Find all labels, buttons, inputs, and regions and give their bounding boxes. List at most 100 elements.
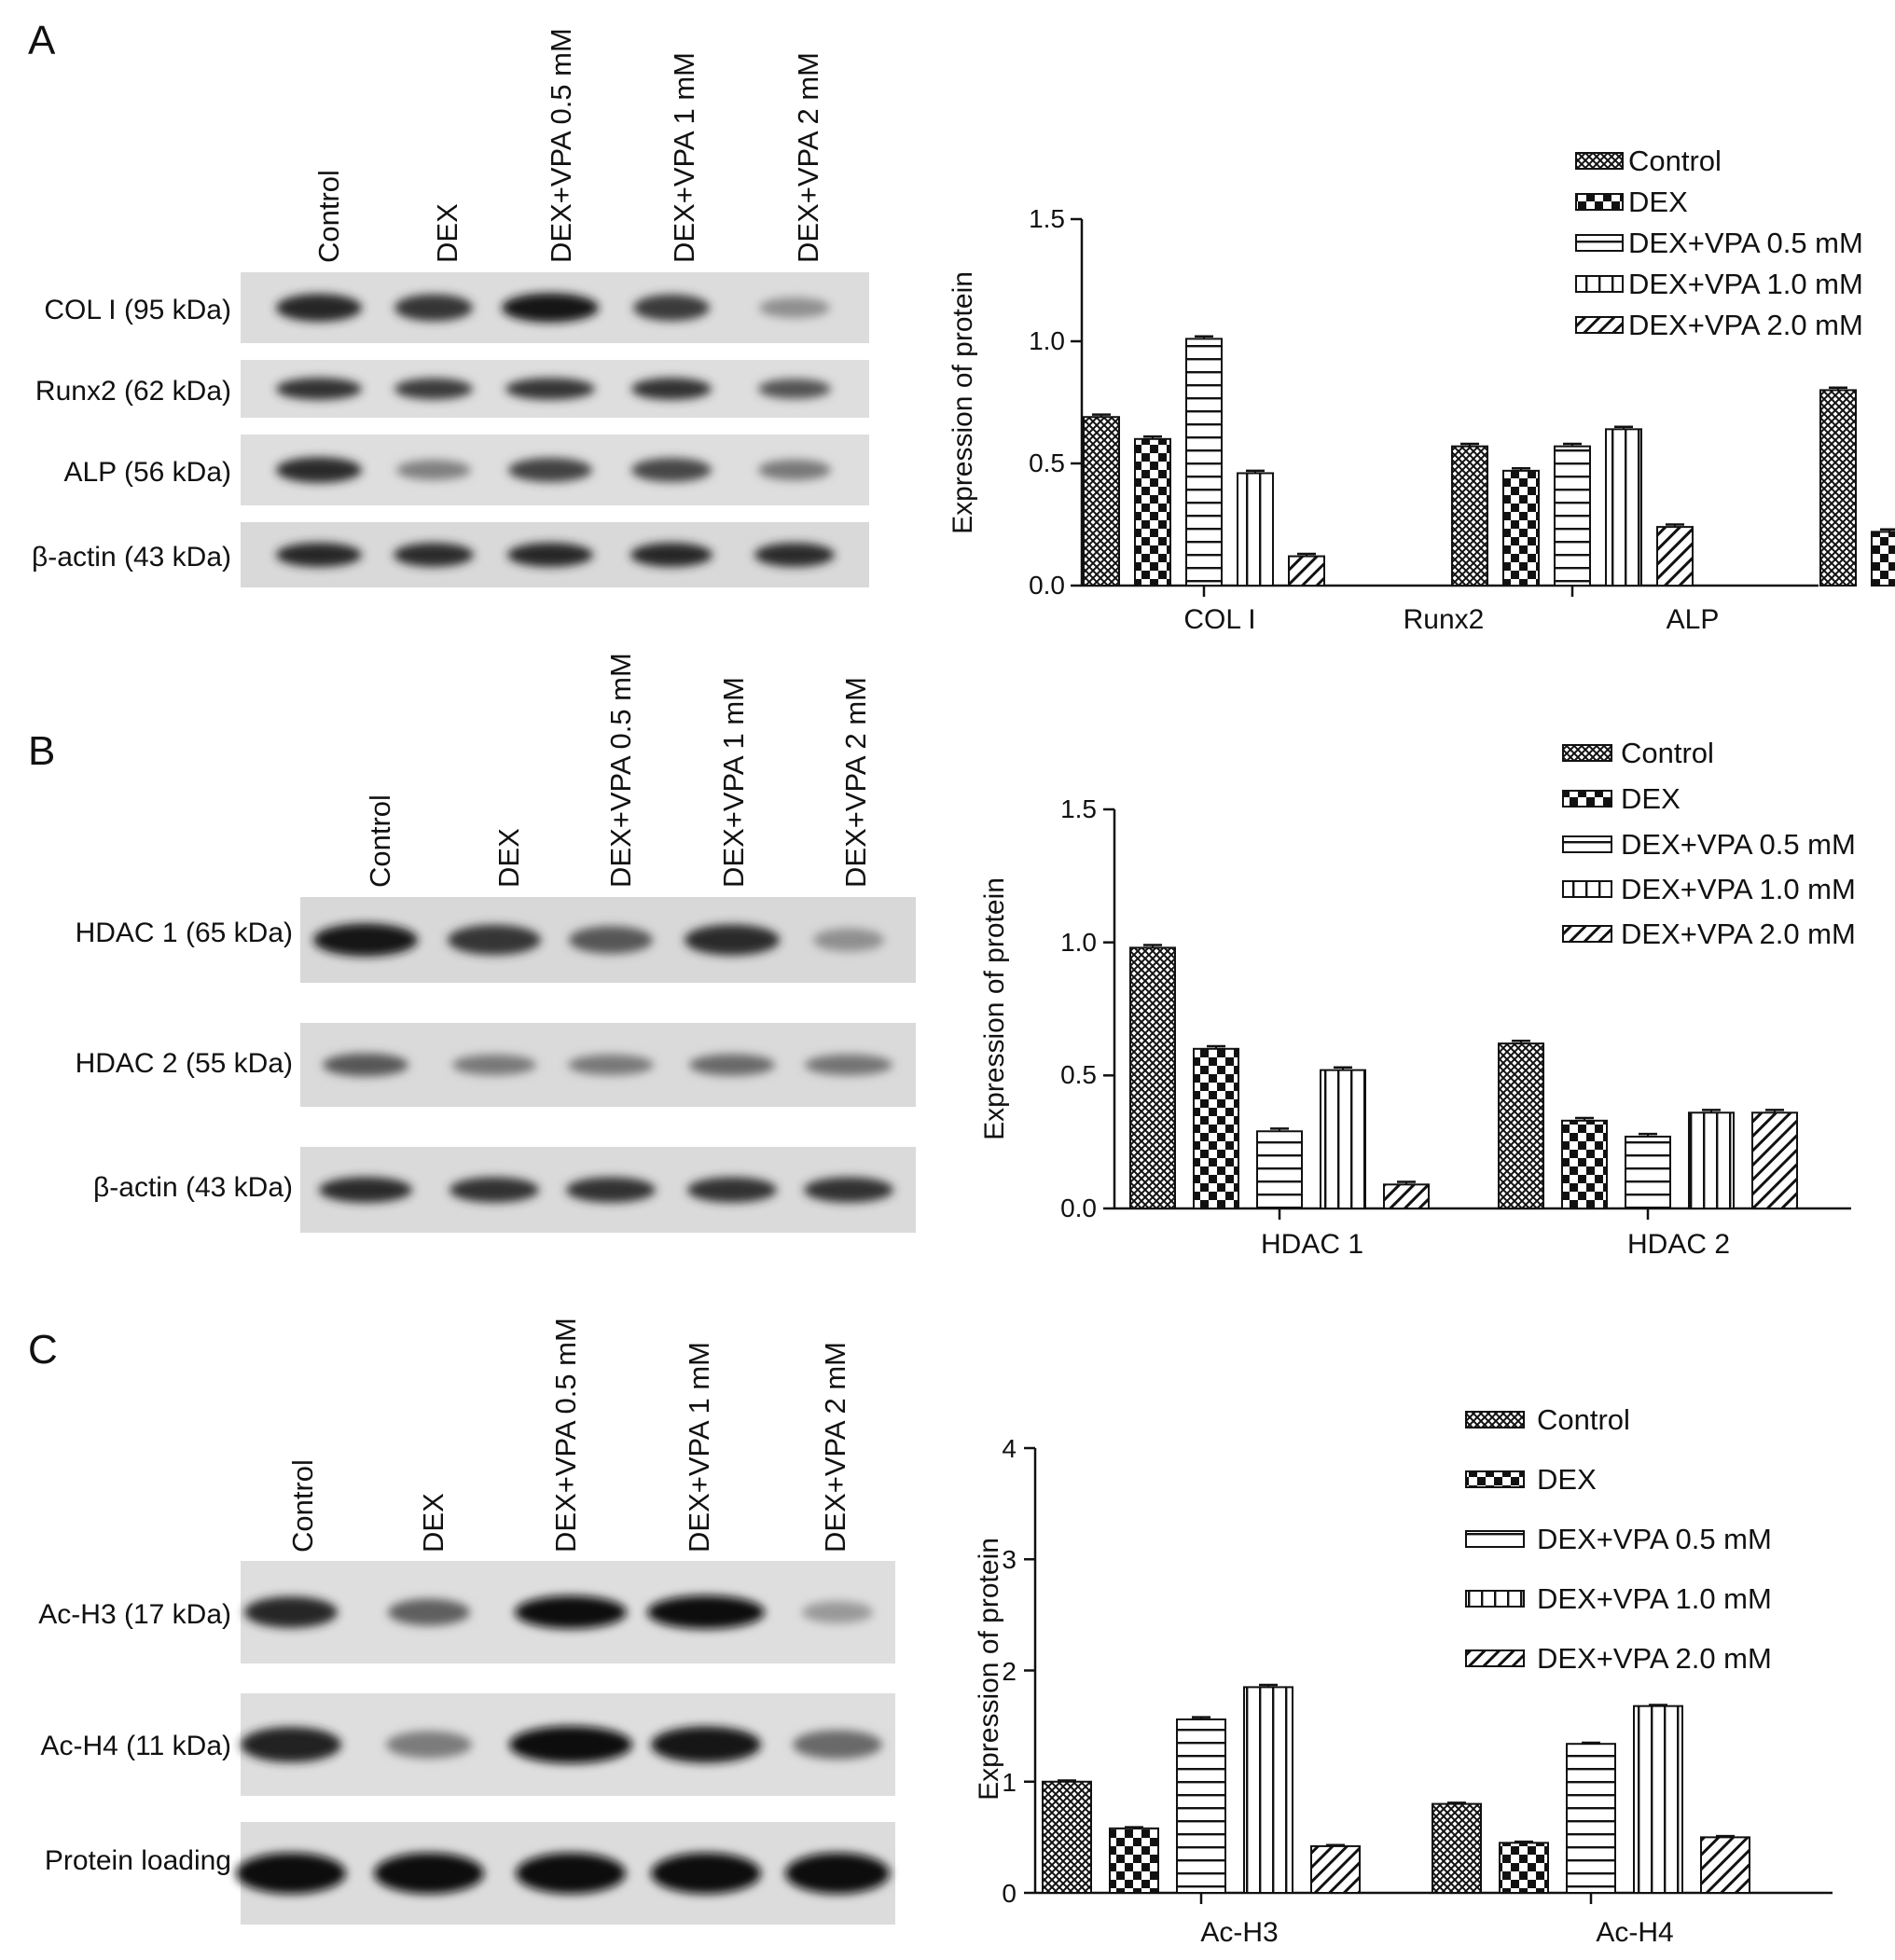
lane-label: DEX+VPA 1 mM (683, 1342, 715, 1553)
blot-band (685, 924, 780, 956)
blot-band (805, 1054, 892, 1076)
legend-swatch (1465, 1649, 1525, 1667)
bar-chart: Expression of protein 0.0 0.5 1.0 1.5 HD… (979, 737, 1856, 1260)
panel-c: C Control DEX DEX+VPA 0.5 mM DEX+VPA 1 m… (28, 1318, 1833, 1948)
legend-swatch (1562, 790, 1612, 807)
blot-row-label: Runx2 (62 kDa) (35, 376, 231, 407)
lane-label: Control (312, 170, 345, 263)
x-category-label: ALP (1667, 604, 1720, 635)
legend-swatch (1465, 1530, 1525, 1548)
bar (1129, 946, 1176, 1210)
lane-label: DEX+VPA 2 mM (839, 677, 872, 888)
legend-label: DEX+VPA 1.0 mM (1628, 268, 1863, 300)
y-tick-label: 3 (1002, 1545, 1017, 1574)
blot-band (793, 1730, 882, 1760)
blot-band (244, 1596, 338, 1628)
blot-row-label: Ac-H3 (17 kDa) (38, 1599, 231, 1630)
legend-label: DEX+VPA 0.5 mM (1628, 227, 1863, 259)
legend-swatch (1465, 1411, 1525, 1429)
bar (1193, 1047, 1239, 1210)
legend-swatch (1575, 316, 1624, 334)
lane-label: DEX (417, 1493, 450, 1553)
lane-label: DEX+VPA 2 mM (792, 52, 824, 263)
blot-band (236, 1853, 346, 1894)
legend-swatch (1575, 275, 1624, 293)
bar (1502, 469, 1540, 587)
bar (1751, 1111, 1798, 1210)
blot-bands (319, 1177, 893, 1203)
blot-band (689, 1054, 775, 1076)
lane-label: Control (286, 1459, 319, 1553)
blot-band (241, 1727, 341, 1762)
y-tick-label: 1.0 (1029, 326, 1065, 355)
blot-band (505, 378, 595, 400)
legend-label: DEX+VPA 0.5 mM (1621, 828, 1856, 861)
blot-band (276, 542, 362, 568)
bar (1819, 389, 1857, 587)
legend-swatch (1465, 1470, 1525, 1488)
blot-row-label: β-actin (43 kDa) (32, 542, 231, 573)
bar (1499, 1842, 1549, 1895)
blot-band (502, 293, 599, 323)
blot-band (813, 928, 884, 952)
blot-band (394, 378, 473, 400)
blot-band (388, 1598, 470, 1626)
legend-label: DEX (1628, 186, 1688, 218)
y-tick-label: 1.0 (1060, 928, 1097, 957)
bar (1633, 1705, 1683, 1895)
blot-bands (323, 1053, 892, 1077)
blot-bands (313, 923, 884, 957)
bar (1605, 428, 1642, 587)
blot-band (569, 926, 653, 954)
lane-label: DEX+VPA 1 mM (717, 677, 750, 888)
y-tick-label: 2 (1002, 1657, 1017, 1686)
blot-band (566, 1177, 656, 1203)
bar (1237, 472, 1274, 587)
legend-label: DEX+VPA 2.0 mM (1621, 918, 1856, 950)
blot-band (802, 1601, 873, 1623)
y-tick-label: 0.0 (1060, 1194, 1097, 1222)
western-blot: Control DEX DEX+VPA 0.5 mM DEX+VPA 1 mM … (38, 1318, 895, 1925)
lane-label: Control (364, 794, 396, 888)
y-axis-label: Expression of protein (979, 877, 1010, 1140)
lane-labels: Control DEX DEX+VPA 0.5 mM DEX+VPA 1 mM … (364, 653, 872, 888)
blot-band (276, 294, 362, 322)
y-tick-label: 1.5 (1060, 794, 1097, 823)
blot-band (633, 294, 710, 322)
blot-row-label: COL I (95 kDa) (44, 295, 231, 325)
blot-band (276, 457, 362, 483)
x-category-label: COL I (1183, 604, 1255, 635)
bar (1871, 531, 1895, 587)
legend: Control DEX DEX+VPA 0.5 mM DEX+VPA 1.0 m… (1562, 737, 1856, 950)
bar (1310, 1844, 1361, 1895)
legend-label: DEX (1621, 782, 1681, 815)
lane-label: DEX (431, 203, 463, 263)
x-category-label: Ac-H3 (1200, 1917, 1278, 1948)
bar (1561, 1119, 1608, 1209)
bar (1109, 1827, 1159, 1894)
blot-band (515, 1595, 627, 1629)
bar (1451, 445, 1488, 587)
legend: Control DEX DEX+VPA 0.5 mM DEX+VPA 1.0 m… (1575, 145, 1863, 341)
blot-band (323, 1053, 408, 1077)
blot-band (507, 543, 593, 567)
blot-bands (236, 1853, 890, 1894)
legend-label: Control (1621, 737, 1714, 769)
blot-band (804, 1177, 893, 1203)
bar (1700, 1836, 1750, 1894)
blot-band (452, 1054, 536, 1076)
legend-label: DEX+VPA 0.5 mM (1537, 1523, 1772, 1555)
lane-label: DEX+VPA 1 mM (668, 52, 700, 263)
legend-label: DEX+VPA 1.0 mM (1621, 873, 1856, 905)
western-blot: Control DEX DEX+VPA 0.5 mM DEX+VPA 1 mM … (32, 28, 869, 587)
y-tick-label: 1 (1002, 1768, 1017, 1797)
blot-band (651, 1726, 761, 1763)
bar (1688, 1111, 1735, 1210)
blot-band (568, 1054, 654, 1076)
y-tick-label: 4 (1002, 1434, 1017, 1463)
blot-band (374, 1853, 484, 1894)
panel-letter: A (28, 18, 56, 63)
bar-chart: Expression of protein 0 1 2 3 4 Ac-H3 Ac… (974, 1403, 1833, 1948)
blot-band (394, 543, 474, 567)
